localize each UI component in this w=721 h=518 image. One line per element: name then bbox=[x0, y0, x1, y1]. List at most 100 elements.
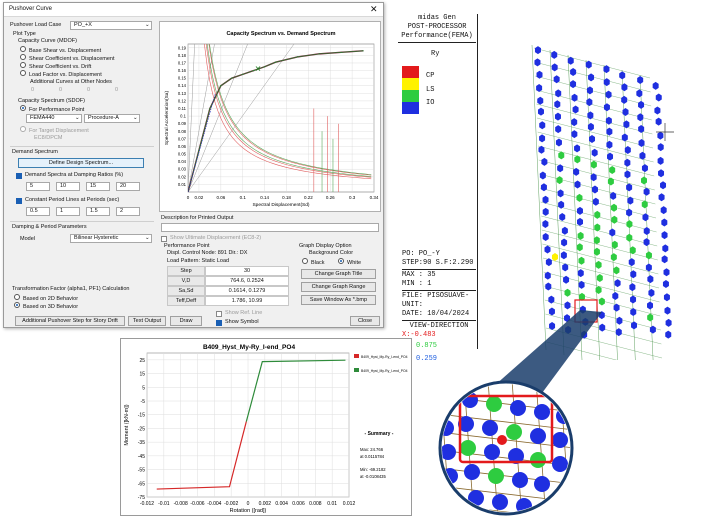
for-target-displacement-radio[interactable]: For Target Displacement bbox=[20, 126, 89, 135]
midas-header-2: Performance(FEMA) bbox=[401, 32, 473, 40]
transformation-option-0[interactable]: Based on 2D Behavior bbox=[14, 294, 78, 303]
additional-curve-3[interactable]: 0 bbox=[115, 87, 119, 93]
performance-point-label: Performance Point bbox=[164, 243, 210, 249]
hinge-marker bbox=[637, 113, 644, 122]
hinge-marker bbox=[554, 112, 561, 121]
hinge-marker bbox=[621, 95, 628, 104]
summary-line: Min: -69.2182 bbox=[360, 467, 386, 472]
info-line: FILE: PISOSUAVE- bbox=[402, 292, 470, 300]
model-select[interactable]: Bilinear Hysteretic ⌄ bbox=[70, 234, 152, 243]
zoom-hinge-marker bbox=[530, 452, 546, 468]
hinge-marker bbox=[606, 127, 613, 136]
y-tick-label: 0.06 bbox=[178, 144, 187, 149]
hinge-marker bbox=[662, 244, 669, 253]
hinge-marker bbox=[541, 157, 548, 166]
x-tick-label: 0 bbox=[187, 195, 190, 200]
period-line bbox=[188, 44, 295, 192]
ultimate-displacement-checkbox[interactable]: Show Ultimate Displacement (EC8-2) bbox=[161, 235, 261, 242]
additional-pushover-step-button[interactable]: Additional Pushover Step for Story Drift bbox=[15, 316, 125, 326]
draw-button[interactable]: Draw bbox=[170, 316, 202, 326]
building-model-view bbox=[531, 44, 674, 360]
damping-input-3[interactable]: 20 bbox=[116, 182, 140, 191]
save-window-button[interactable]: Save Window As *.bmp bbox=[301, 295, 376, 305]
text-output-button[interactable]: Text Output bbox=[128, 316, 166, 326]
hinge-marker bbox=[590, 160, 597, 169]
chevron-down-icon: ⌄ bbox=[145, 235, 150, 241]
damping-input-1[interactable]: 10 bbox=[56, 182, 80, 191]
bg-option-white[interactable]: White bbox=[338, 258, 361, 267]
legend-swatch-cp bbox=[402, 66, 419, 78]
load-case-select[interactable]: PO_+X ⌄ bbox=[70, 21, 152, 30]
hinge-marker bbox=[586, 86, 593, 95]
show-symbol-checkbox[interactable]: Show Symbol bbox=[216, 319, 259, 326]
hinge-marker bbox=[613, 303, 620, 312]
capacity-option-1[interactable]: Shear Coefficient vs. Displacement bbox=[20, 54, 115, 63]
capacity-option-3[interactable]: Load Factor vs. Displacement bbox=[20, 70, 102, 79]
table-header-cell: V,D bbox=[167, 276, 205, 286]
damping-input-0[interactable]: 5 bbox=[26, 182, 50, 191]
zoom-hinge-marker bbox=[486, 396, 502, 412]
procedure-select[interactable]: Procedure-A ⌄ bbox=[84, 114, 140, 123]
hinge-marker bbox=[576, 243, 583, 252]
hinge-marker bbox=[545, 258, 552, 267]
show-ref-line-checkbox[interactable]: Show Ref. Line bbox=[216, 310, 262, 317]
hinge-marker bbox=[539, 121, 546, 130]
hysteresis-panel: B409_Hyst_My-Ry_I-end_PO4 -0.012 -0.01 -0.0… bbox=[120, 338, 412, 516]
zoom-beam-line bbox=[442, 430, 570, 452]
hinge-marker bbox=[630, 295, 637, 304]
capacity-option-2[interactable]: Shear Coefficient vs. Drift bbox=[20, 62, 91, 71]
target-method-value[interactable]: EC8/DPCM bbox=[34, 135, 63, 141]
hinge-marker bbox=[629, 246, 636, 255]
zoom-hinge-marker bbox=[506, 424, 522, 440]
hinge-marker bbox=[591, 185, 598, 194]
additional-curve-1[interactable]: 0 bbox=[59, 87, 63, 93]
change-graph-range-button[interactable]: Change Graph Range bbox=[301, 282, 376, 292]
hinge-marker bbox=[654, 106, 661, 115]
legend-label: B409_Hyst_My-Ry_I-end_PO4 bbox=[361, 355, 408, 359]
close-icon[interactable]: ✕ bbox=[370, 4, 378, 14]
checkbox-icon bbox=[161, 235, 167, 242]
method-select[interactable]: FEMA440 ⌄ bbox=[26, 114, 82, 123]
description-input[interactable] bbox=[161, 223, 379, 232]
hinge-marker bbox=[537, 96, 544, 105]
change-graph-title-button[interactable]: Change Graph Title bbox=[301, 269, 376, 279]
hinge-marker bbox=[647, 313, 654, 322]
capacity-option-0[interactable]: Base Shear vs. Displacement bbox=[20, 46, 101, 55]
demand-spectrum-curve bbox=[205, 44, 372, 178]
damping-checkbox[interactable]: Demand Spectra at Damping Ratios (%) bbox=[16, 172, 123, 179]
hyst-series-line bbox=[245, 359, 346, 422]
hinge-marker bbox=[664, 306, 671, 315]
model-value: Bilinear Hysteretic bbox=[74, 235, 119, 241]
radio-icon bbox=[20, 126, 26, 132]
hinge-marker bbox=[661, 255, 668, 264]
summary-line: at 0.0115784 bbox=[360, 454, 385, 459]
hinge-marker bbox=[578, 292, 585, 301]
period-input-0[interactable]: 0.5 bbox=[26, 207, 50, 216]
hinge-marker bbox=[578, 280, 585, 289]
transformation-option-1[interactable]: Based on 3D Behavior bbox=[14, 302, 78, 311]
zoom-hinge-marker bbox=[458, 416, 474, 432]
close-button[interactable]: Close bbox=[350, 316, 380, 326]
for-performance-point-radio[interactable]: For Performance Point bbox=[20, 105, 84, 114]
define-design-spectrum-button[interactable]: Define Design Spectrum... bbox=[18, 158, 144, 168]
hinge-marker bbox=[589, 135, 596, 144]
damping-input-2[interactable]: 15 bbox=[86, 182, 110, 191]
dialog-titlebar: Pushover Curve ✕ bbox=[4, 3, 383, 17]
period-input-1[interactable]: 1 bbox=[56, 207, 80, 216]
info-divider bbox=[402, 269, 476, 270]
hinge-marker bbox=[657, 156, 664, 165]
legend-label-io: IO bbox=[426, 99, 435, 107]
hinge-marker bbox=[562, 263, 569, 272]
additional-curve-2[interactable]: 0 bbox=[87, 87, 91, 93]
additional-curve-0[interactable]: 0 bbox=[31, 87, 35, 93]
show-symbol-label: Show Symbol bbox=[225, 319, 259, 325]
period-input-3[interactable]: 2 bbox=[116, 207, 140, 216]
y-tick-label: 0.03 bbox=[178, 167, 187, 172]
beam-line bbox=[538, 145, 655, 177]
period-checkbox[interactable]: Constant Period Lines at Periods (sec) bbox=[16, 197, 119, 204]
bg-option-black[interactable]: Black bbox=[302, 258, 324, 267]
zoom-hinge-marker bbox=[482, 420, 498, 436]
beam-line bbox=[536, 117, 654, 149]
model-label: Model bbox=[20, 236, 35, 242]
period-input-2[interactable]: 1.5 bbox=[86, 207, 110, 216]
